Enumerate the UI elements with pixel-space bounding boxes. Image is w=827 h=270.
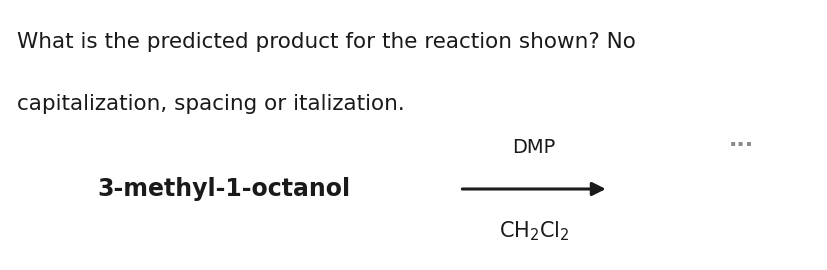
Text: 3-methyl-1-octanol: 3-methyl-1-octanol [97,177,350,201]
Text: capitalization, spacing or italization.: capitalization, spacing or italization. [17,94,404,114]
Text: What is the predicted product for the reaction shown? No: What is the predicted product for the re… [17,32,634,52]
Text: $\mathrm{CH_2Cl_2}$: $\mathrm{CH_2Cl_2}$ [498,219,569,243]
Text: ...: ... [728,130,753,150]
Text: DMP: DMP [512,138,555,157]
